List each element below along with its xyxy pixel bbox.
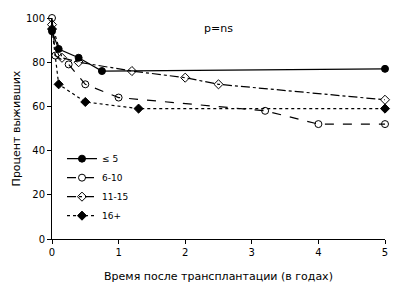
svg-text:≤ 5: ≤ 5 [102,154,118,164]
svg-text:60: 60 [32,101,45,112]
svg-text:40: 40 [32,145,45,156]
svg-text:Время после трансплантации (в: Время после трансплантации (в годах) [104,270,333,283]
svg-text:20: 20 [32,189,45,200]
svg-text:p=ns: p=ns [204,22,233,35]
svg-text:5: 5 [382,247,388,258]
svg-text:3: 3 [249,247,255,258]
svg-text:4: 4 [315,247,321,258]
svg-text:16+: 16+ [102,211,121,221]
svg-text:2: 2 [182,247,188,258]
svg-text:Процент выживших: Процент выживших [10,70,23,186]
svg-text:1: 1 [115,247,121,258]
svg-text:80: 80 [32,57,45,68]
svg-text:11-15: 11-15 [102,192,128,202]
svg-text:6-10: 6-10 [102,173,123,183]
svg-text:100: 100 [26,13,45,24]
svg-text:0: 0 [49,247,55,258]
svg-text:0: 0 [39,234,45,245]
